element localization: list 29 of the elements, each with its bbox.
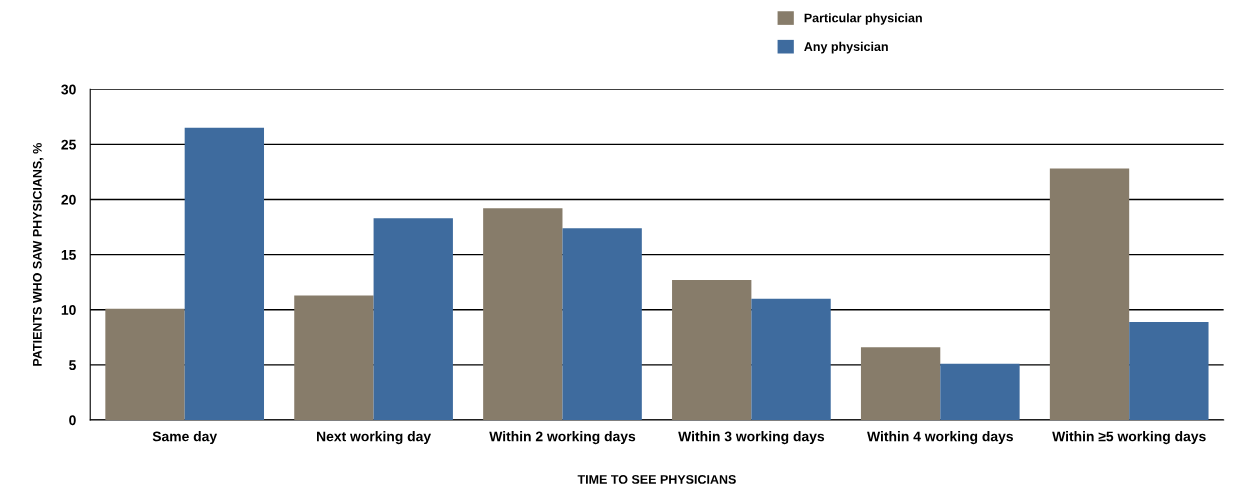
- y-tick-label: 15: [61, 250, 76, 260]
- x-tick-label: Next working day: [317, 431, 432, 445]
- x-tick-label: Same day: [152, 431, 218, 445]
- bar: [373, 218, 453, 421]
- y-axis-title: PATIENTS WHO SAW PHYSICIANS, %: [32, 143, 44, 366]
- bar: [751, 298, 831, 421]
- bar: [672, 279, 752, 421]
- bar: [483, 208, 563, 421]
- bar: [562, 228, 642, 421]
- bar: [940, 363, 1020, 421]
- x-axis-title: TIME TO SEE PHYSICIANS: [577, 475, 736, 484]
- legend-label: Particular physician: [804, 13, 922, 25]
- y-tick-label: 10: [61, 305, 76, 315]
- x-tick-label: Within ≥5 working days: [1052, 431, 1206, 445]
- bar: [294, 295, 374, 421]
- legend-label: Any physician: [804, 41, 888, 54]
- bar: [184, 127, 265, 421]
- bar: [1049, 168, 1130, 421]
- x-tick-label: Within 4 working days: [867, 431, 1013, 445]
- bar: [860, 347, 941, 421]
- x-tick-label: Within 3 working days: [678, 431, 825, 445]
- y-tick-label: 25: [61, 139, 76, 150]
- y-tick-label: 0: [69, 415, 76, 426]
- y-tick-label: 30: [61, 84, 76, 95]
- bar: [1129, 321, 1209, 421]
- y-tick-label: 5: [69, 360, 76, 371]
- y-tick-label: 20: [61, 194, 76, 205]
- bar: [105, 308, 185, 421]
- x-tick-label: Within 2 working days: [489, 431, 636, 445]
